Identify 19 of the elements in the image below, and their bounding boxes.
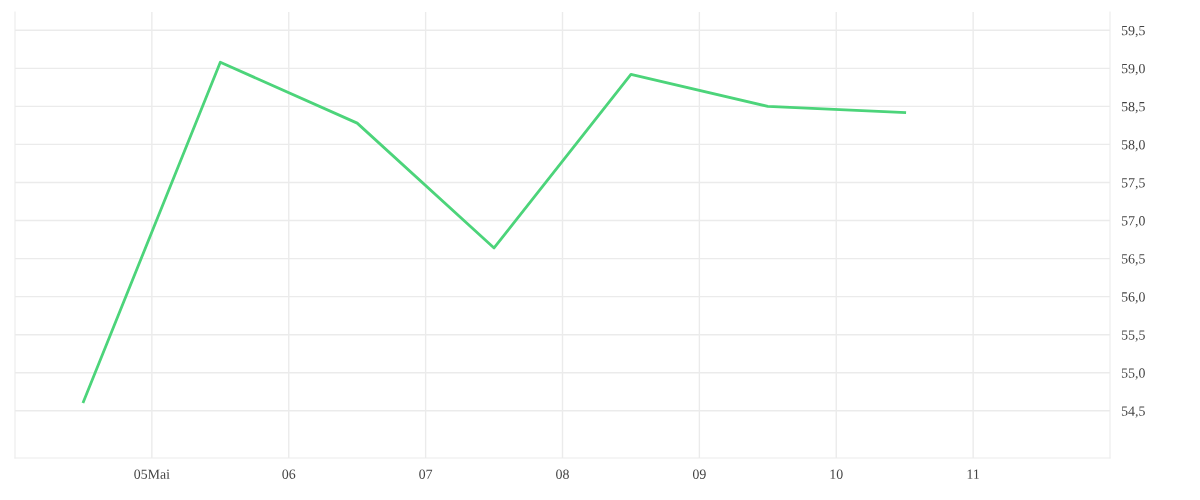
- y-tick-label: 56,0: [1121, 292, 1145, 304]
- x-tick-label: 10: [830, 469, 843, 479]
- y-tick-label: 58,5: [1121, 101, 1145, 114]
- y-tick-label: 54,5: [1121, 406, 1145, 418]
- x-tick-label: 09: [692, 469, 706, 479]
- y-tick-label: 56,5: [1121, 254, 1145, 266]
- x-tick-label: 11: [967, 469, 979, 479]
- x-tick-label: 06: [282, 469, 296, 479]
- y-tick-label: 57,0: [1121, 216, 1145, 228]
- x-tick-label: 08: [556, 469, 569, 479]
- y-tick-label: 55,5: [1121, 330, 1145, 342]
- y-tick-label: 55,0: [1121, 368, 1145, 380]
- x-tick-label: 05Mai: [134, 469, 170, 479]
- x-tick-label: 07: [419, 469, 433, 479]
- y-tick-label: 58,0: [1121, 140, 1145, 152]
- y-tick-label: 57,5: [1121, 178, 1145, 190]
- y-tick-label: 59,0: [1121, 63, 1145, 76]
- y-tick-label: 59,5: [1121, 25, 1145, 38]
- line-series: [82, 60, 907, 404]
